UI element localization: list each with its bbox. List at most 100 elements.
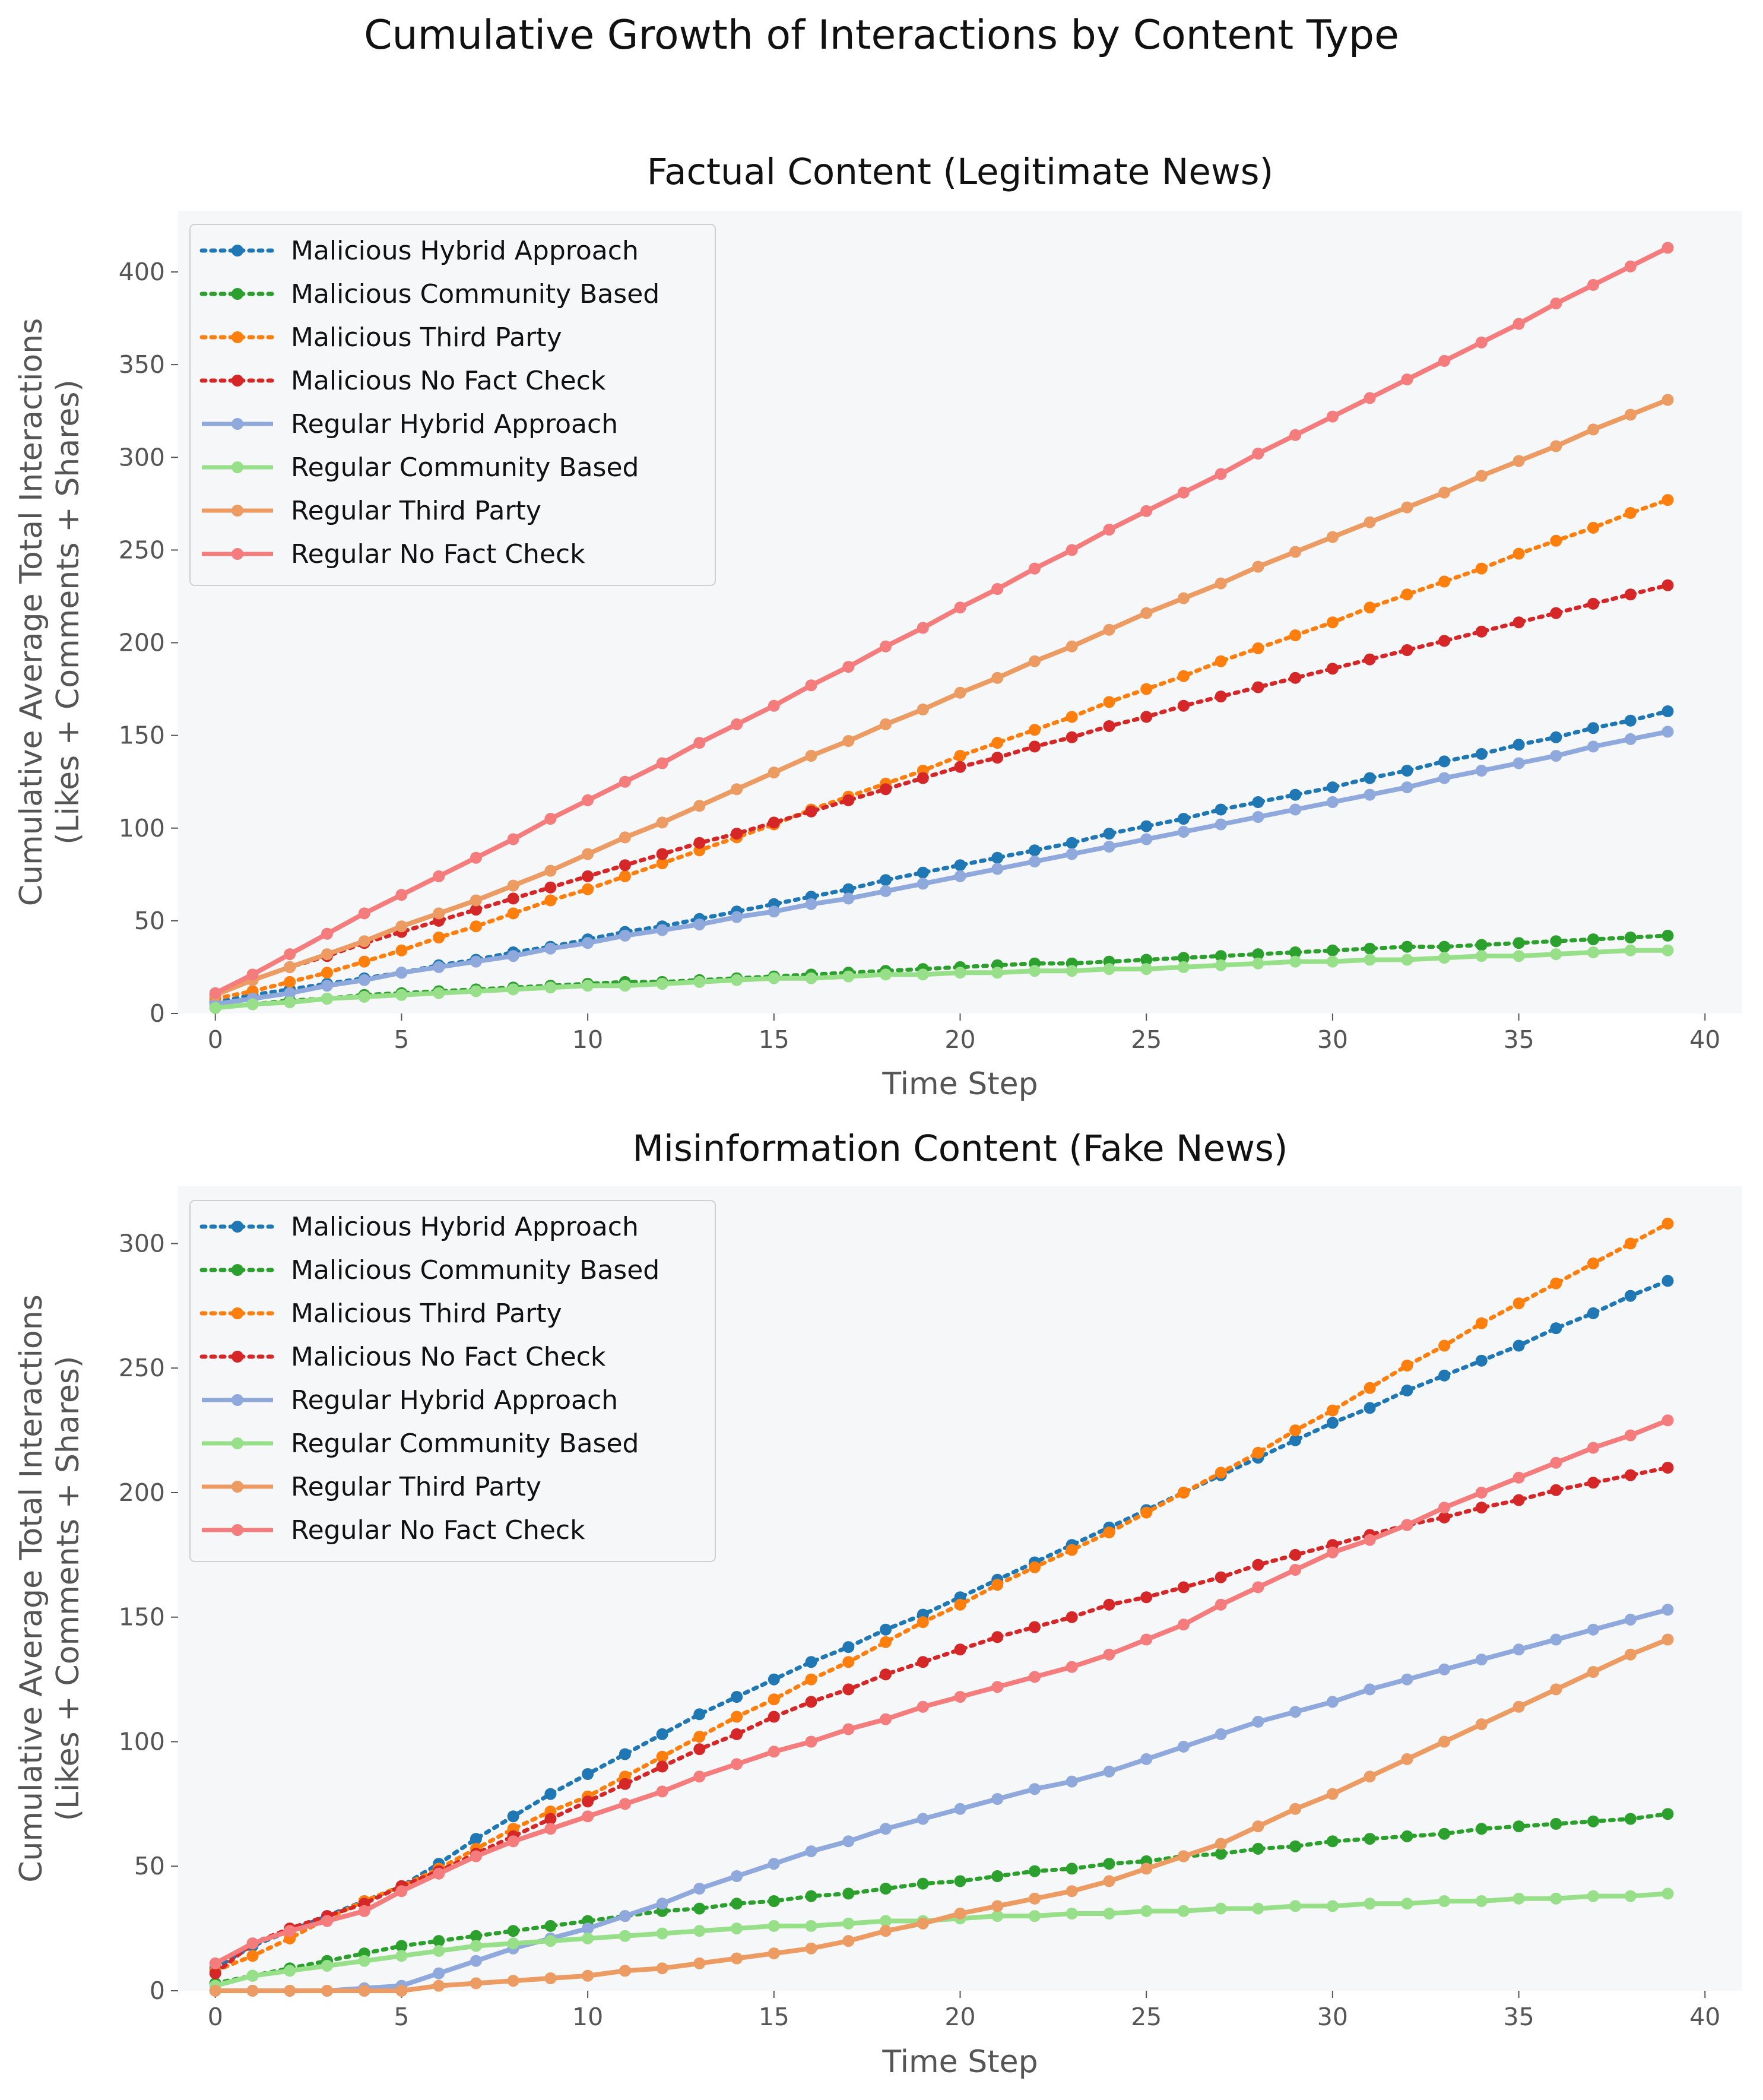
data-point [693,837,706,849]
data-point [880,1925,892,1937]
legend-label: Malicious Community Based [291,1255,659,1285]
data-point [246,968,259,981]
data-point [805,1656,817,1668]
data-point [1587,946,1599,958]
data-point [1252,811,1264,823]
x-axis-label: Time Step [882,2044,1038,2080]
data-point [395,1950,408,1962]
data-point [1066,711,1078,723]
data-point [1177,670,1190,682]
data-point [805,972,817,984]
data-point [1438,1511,1451,1523]
data-point [1401,1360,1413,1372]
data-point [1550,440,1562,452]
data-point [1512,1471,1525,1484]
legend-label: Malicious Hybrid Approach [291,1212,639,1242]
data-point [544,942,557,955]
data-point [1029,965,1041,977]
data-point [1401,954,1413,966]
data-point [246,1950,259,1962]
data-point [582,1768,594,1780]
data-point [1066,1775,1078,1788]
data-point [1512,1643,1525,1656]
data-point [1252,1715,1264,1728]
data-point [544,1920,557,1932]
data-point [842,1917,855,1930]
data-point [805,1942,817,1955]
data-point [1661,1462,1674,1474]
data-point [1289,803,1302,816]
data-point [1215,1571,1227,1583]
y-tick-label: 50 [134,1852,165,1880]
data-point [1215,959,1227,971]
data-point [880,968,892,981]
data-point [619,1748,631,1760]
data-point [1661,726,1674,738]
data-point [917,866,929,879]
data-point [1550,1322,1562,1335]
data-point [1401,644,1413,656]
data-point [1550,731,1562,743]
data-point [507,907,519,920]
data-point [1364,601,1376,614]
data-point [1475,336,1488,349]
data-point [1475,1354,1488,1367]
data-point [731,911,743,923]
data-point [1177,813,1190,825]
data-point [1661,1604,1674,1616]
data-point [991,1579,1004,1591]
data-point [582,848,594,860]
series-line [214,397,1669,997]
data-point [358,990,370,1003]
data-point [954,750,966,762]
legend-marker [232,331,243,343]
data-point [1029,562,1041,575]
data-point [1029,724,1041,736]
data-point [1177,1487,1190,1499]
data-point [1512,318,1525,330]
data-point [619,831,631,844]
data-point [395,989,408,1001]
legend-marker [232,1351,243,1363]
data-point [1326,781,1339,794]
series-line [213,583,1670,997]
data-point [1289,788,1302,801]
data-point [1512,1892,1525,1905]
data-point [1364,1382,1376,1394]
data-point [395,1985,408,1997]
data-point [917,772,929,784]
data-point [1401,1830,1413,1842]
series-line [213,1278,1670,1971]
data-point [1512,739,1525,751]
data-point [1103,720,1115,732]
data-point [544,1813,557,1825]
data-point [1550,750,1562,762]
x-tick-label: 15 [759,1025,789,1054]
data-point [1401,1519,1413,1531]
data-point [1624,1613,1637,1626]
factual-content-panel: Factual Content (Legitimate News) Cumulat… [14,151,1742,1102]
data-point [1066,1863,1078,1875]
data-point [991,863,1004,875]
data-point [1066,848,1078,860]
data-point [1475,1317,1488,1329]
data-point [1066,837,1078,849]
data-point [1587,1442,1599,1454]
data-point [954,870,966,882]
data-point [1140,683,1153,695]
data-point [693,1743,706,1756]
data-point [1364,653,1376,666]
data-point [321,927,333,940]
data-point [693,1957,706,1969]
legend: Malicious Hybrid Approach Malicious Commu… [189,1200,716,1562]
data-point [1401,781,1413,794]
legend-marker [232,288,243,300]
legend-box [189,1200,716,1562]
data-point [1177,1581,1190,1594]
data-point [507,950,519,962]
data-point [619,775,631,788]
data-point [1289,1840,1302,1852]
data-point [1140,1591,1153,1604]
legend-marker [232,1481,243,1493]
